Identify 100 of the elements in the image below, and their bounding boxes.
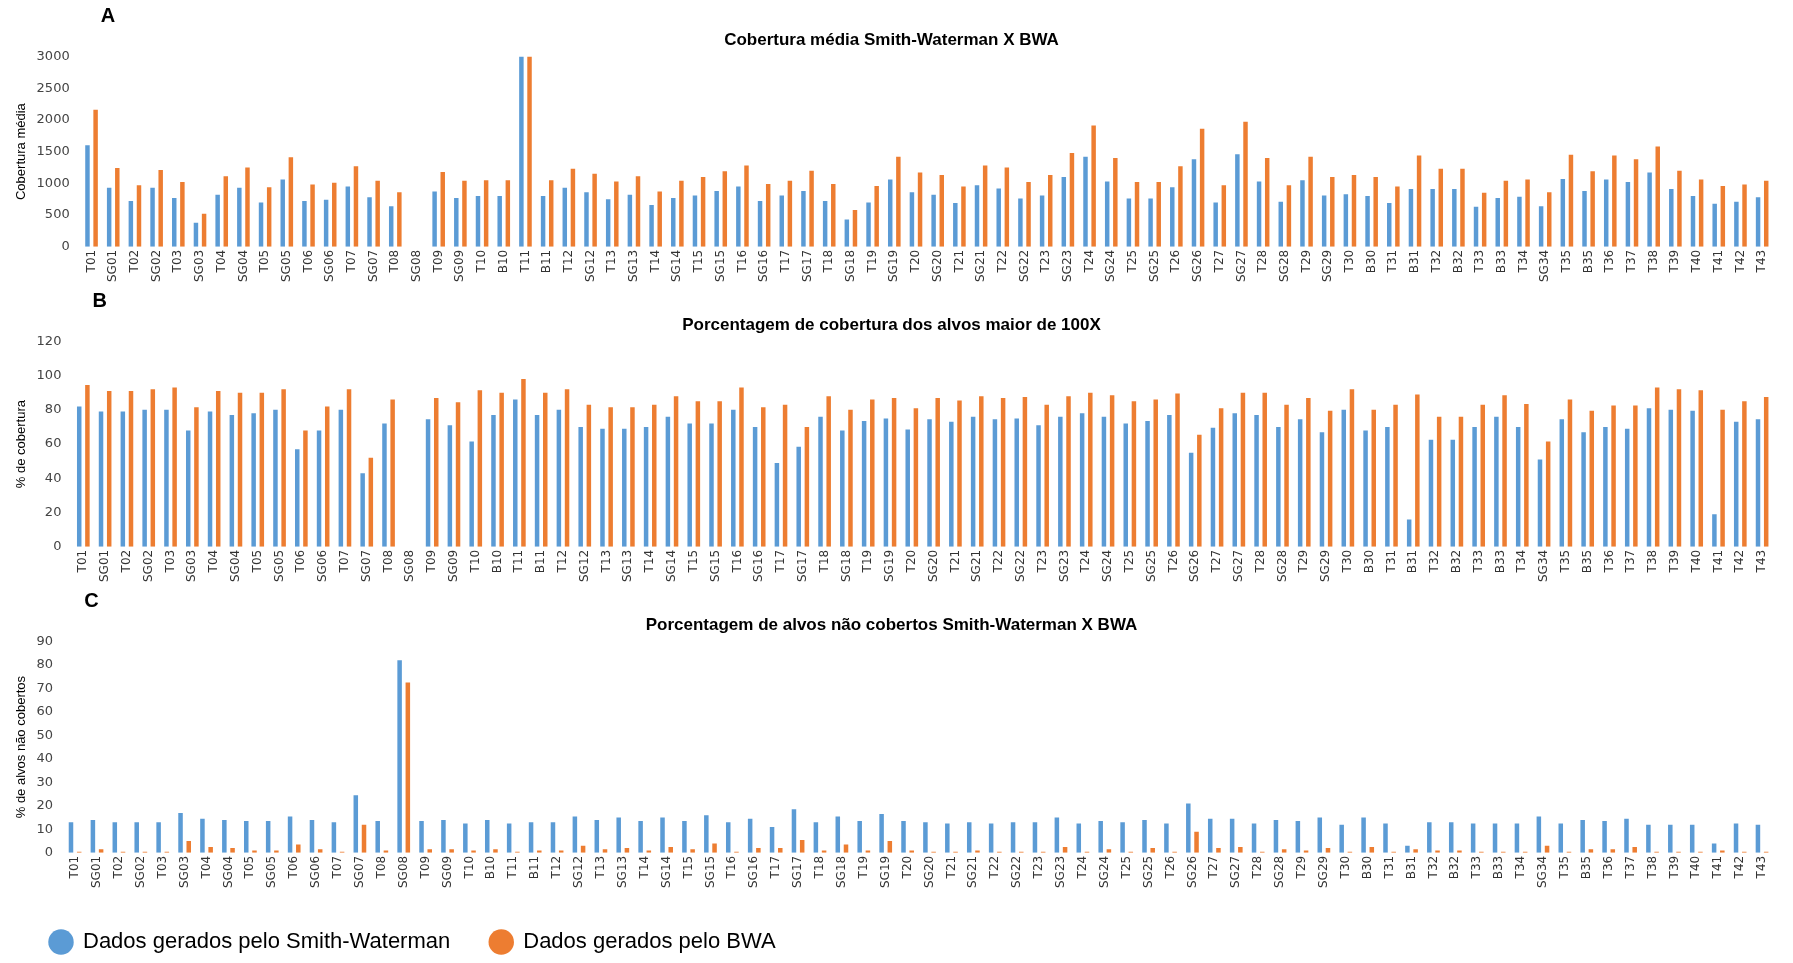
x-tick-label: B31	[1407, 249, 1422, 274]
bar	[1091, 125, 1096, 247]
x-tick-label: SG17	[794, 549, 809, 582]
x-tick-label: T31	[1383, 549, 1398, 574]
x-tick-label: T03	[162, 549, 177, 574]
bar	[1156, 182, 1161, 247]
bar	[1633, 405, 1638, 547]
x-tick-label: T04	[198, 855, 213, 880]
bar	[180, 182, 185, 247]
x-tick-label: SG21	[969, 549, 984, 582]
x-tick-label: T37	[1624, 249, 1639, 274]
bar	[1669, 189, 1674, 247]
bar	[115, 168, 120, 247]
bar	[682, 821, 687, 853]
bar	[848, 409, 853, 547]
x-tick-label: SG18	[843, 249, 858, 282]
bar	[245, 167, 250, 247]
bar	[744, 165, 749, 247]
x-tick-label: T17	[773, 549, 788, 574]
x-tick-label: SG16	[756, 249, 771, 282]
x-tick-label: SG13	[614, 855, 629, 888]
x-tick-label: SG06	[315, 549, 330, 582]
x-tick-label: B30	[1361, 549, 1376, 574]
bar	[230, 848, 235, 853]
x-tick-label: T22	[991, 549, 1006, 574]
x-tick-label: T07	[330, 855, 345, 880]
bar	[831, 183, 836, 247]
x-tick-label: T32	[1425, 855, 1440, 880]
y-tick-label: 100	[36, 367, 62, 383]
bar	[1142, 819, 1147, 853]
bar	[156, 822, 161, 853]
x-tick-label: T36	[1601, 549, 1616, 574]
bar	[1330, 177, 1335, 247]
bar	[1098, 821, 1103, 853]
bar	[909, 850, 914, 853]
x-tick-label: T05	[242, 855, 257, 880]
x-tick-label: T03	[170, 249, 185, 274]
y-axis-title: % de alvos não cobertos	[13, 675, 29, 819]
x-tick-label: SG04	[235, 249, 250, 282]
bar	[1120, 822, 1125, 853]
x-tick-label: B33	[1492, 549, 1507, 574]
bar	[961, 186, 966, 247]
x-tick-label: T40	[1688, 855, 1703, 880]
x-tick-label: T29	[1294, 855, 1309, 880]
x-tick-label: B32	[1448, 549, 1463, 574]
bar	[600, 428, 605, 547]
x-tick-label: SG09	[439, 855, 454, 888]
x-tick-label: T31	[1385, 249, 1400, 274]
bar	[979, 396, 984, 547]
x-tick-label: T22	[994, 249, 1009, 274]
bar	[622, 428, 627, 547]
x-tick-label: SG02	[148, 249, 163, 282]
x-tick-label: SG23	[1059, 249, 1074, 282]
x-tick-label: T04	[206, 549, 221, 574]
x-tick-label: T32	[1427, 549, 1442, 574]
x-tick-label: SG17	[790, 855, 805, 888]
bar	[731, 409, 736, 547]
bar	[1197, 434, 1202, 547]
x-tick-label: SG22	[1012, 549, 1027, 582]
y-tick-label: 90	[36, 632, 54, 648]
bar	[717, 401, 722, 547]
x-tick-label: SG12	[571, 855, 586, 888]
bar	[1742, 401, 1747, 547]
x-tick-label: T17	[768, 855, 783, 880]
bar	[1427, 822, 1432, 853]
x-tick-label: T19	[864, 249, 879, 274]
bar	[1167, 415, 1172, 547]
y-tick-label: 3000	[36, 47, 70, 63]
bar	[652, 404, 657, 547]
bar	[923, 822, 928, 853]
bar	[761, 407, 766, 547]
x-tick-label: T12	[549, 855, 564, 880]
bar	[725, 822, 731, 853]
bar	[592, 173, 597, 247]
bar	[521, 379, 526, 547]
bar	[454, 197, 459, 247]
bar	[274, 850, 279, 853]
x-tick-label: T26	[1165, 549, 1180, 574]
x-tick-label: T37	[1623, 549, 1638, 574]
bar	[1457, 850, 1462, 853]
x-tick-label: T01	[67, 855, 82, 880]
bar	[1186, 803, 1191, 853]
x-tick-label: SG26	[1190, 249, 1205, 282]
bar	[237, 187, 242, 247]
x-tick-label: SG12	[576, 549, 591, 582]
x-tick-label: T24	[1078, 549, 1093, 574]
x-tick-label: SG29	[1316, 855, 1330, 888]
bar	[499, 392, 504, 547]
bar	[1243, 121, 1248, 247]
bar	[1088, 392, 1093, 547]
x-tick-label: T08	[380, 549, 395, 574]
y-tick-label: 80	[36, 656, 54, 672]
bar	[1611, 405, 1616, 547]
bar	[158, 170, 163, 247]
x-tick-label: T36	[1602, 249, 1617, 274]
bar	[1153, 399, 1158, 547]
x-tick-label: T07	[337, 549, 352, 574]
y-axis-title: % de cobertura	[13, 399, 29, 489]
bar	[543, 392, 548, 547]
chart-title: Porcentagem de cobertura dos alvos maior de 100X	[682, 314, 1102, 334]
